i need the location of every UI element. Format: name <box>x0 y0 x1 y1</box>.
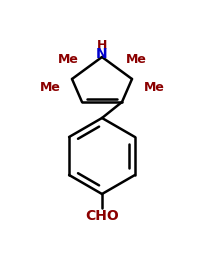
Text: H: H <box>96 39 107 51</box>
Text: N: N <box>96 47 107 61</box>
Text: Me: Me <box>57 52 78 66</box>
Text: Me: Me <box>143 80 164 94</box>
Text: Me: Me <box>125 52 146 66</box>
Text: Me: Me <box>39 80 60 94</box>
Text: CHO: CHO <box>85 209 118 223</box>
